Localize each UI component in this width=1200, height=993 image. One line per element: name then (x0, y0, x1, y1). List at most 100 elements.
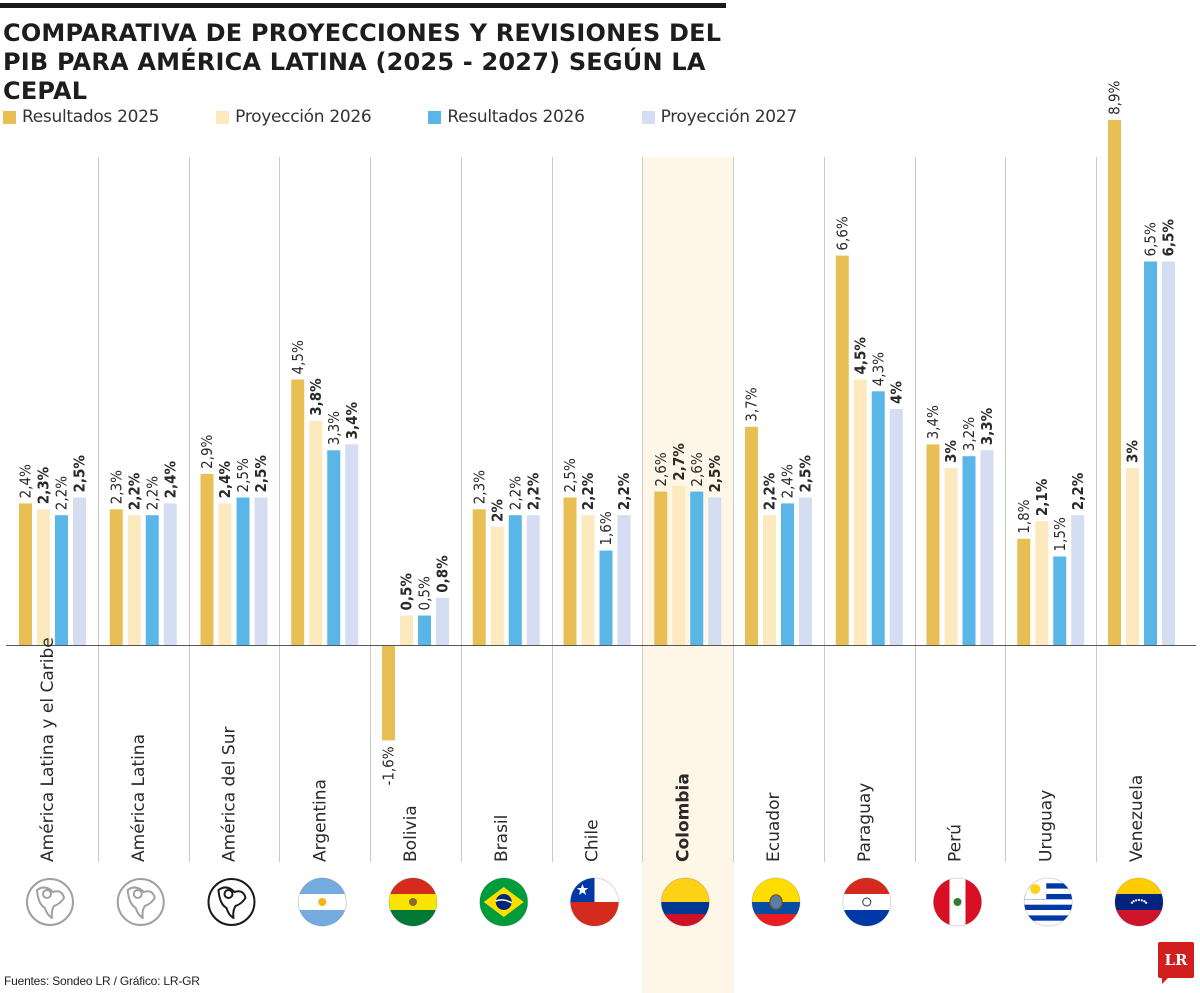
value-label: 3% (1124, 440, 1142, 463)
category-label: Colombia (673, 773, 693, 862)
value-label: 3,4% (343, 401, 361, 439)
bar-ecuador-4 (799, 497, 812, 645)
value-label: 6,5% (1142, 222, 1160, 256)
value-label: 4,5% (289, 340, 307, 374)
bar-bolivia-3 (418, 615, 431, 645)
legend-label: Resultados 2026 (447, 107, 585, 127)
legend-swatch (3, 110, 16, 124)
value-label: 2,3% (35, 466, 53, 504)
category-label: América del Sur (220, 727, 240, 862)
value-label: 3,3% (325, 411, 343, 445)
value-label: 2,9% (198, 434, 216, 468)
source-note: Fuentes: Sondeo LR / Gráfico: LR-GR (4, 974, 200, 988)
bar-uruguay-3 (1053, 556, 1067, 645)
bar-argentina-2 (309, 420, 323, 645)
top-rule (0, 3, 726, 8)
value-label: 2,2% (579, 472, 597, 510)
legend-swatch (216, 110, 230, 124)
bar-brasil-4 (526, 515, 540, 645)
latam-map-icon (116, 878, 165, 926)
value-label: -1,6% (380, 746, 398, 785)
value-label: 3,7% (743, 387, 761, 421)
bar-chile-4 (617, 515, 631, 645)
value-label: 1,8% (1015, 499, 1033, 533)
legend-label: Proyección 2027 (660, 107, 798, 127)
value-label: 6,5% (1160, 219, 1178, 257)
bar-venezuela-1 (1108, 119, 1121, 645)
bar-argentina-1 (291, 379, 305, 645)
value-label: 2,2% (761, 472, 779, 510)
paraguay-flag-icon (842, 877, 892, 927)
bar-colombia-1 (654, 491, 668, 645)
value-label: 2,3% (470, 470, 488, 504)
bar-paraguay-1 (835, 255, 849, 645)
value-label: 8,9% (1106, 80, 1124, 114)
category-label: Bolivia (401, 805, 421, 862)
value-label: 3,2% (960, 417, 978, 451)
bar-bolivia-2 (400, 615, 413, 645)
south-america-map-icon (207, 878, 256, 926)
category-label: América Latina (129, 734, 149, 862)
bolivia-flag-icon (388, 877, 438, 927)
bar-america-latina-y-el-caribe-1 (19, 503, 32, 645)
value-label: 2,2% (143, 476, 161, 510)
value-label: 2,4% (779, 464, 797, 498)
legend-label: Proyección 2026 (235, 107, 372, 127)
value-label: 3,3% (978, 407, 996, 445)
lr-logo: LR (1158, 942, 1194, 984)
value-label: 2,6% (652, 452, 670, 486)
value-label: 2,3% (107, 470, 125, 504)
chile-flag-icon (570, 877, 619, 927)
argentina-flag-icon (297, 877, 347, 927)
category-label: Brasil (492, 815, 512, 862)
bar-brasil-1 (472, 509, 486, 645)
bar-venezuela-3 (1144, 261, 1157, 645)
value-label: 2% (488, 499, 506, 522)
bar-america-del-sur-4 (254, 497, 268, 645)
legend-item: Resultados 2026 (428, 105, 585, 129)
value-label: 3,4% (924, 405, 942, 439)
brazil-flag-icon (479, 877, 529, 927)
bar-bolivia-4 (436, 597, 449, 645)
bar-america-latina-3 (145, 515, 159, 645)
bar-uruguay-4 (1071, 515, 1085, 645)
bar-colombia-2 (672, 485, 686, 645)
bar-colombia-4 (708, 497, 722, 645)
value-label: 1,6% (597, 511, 615, 545)
bar-ecuador-3 (781, 503, 794, 645)
bar-peru-2 (944, 468, 958, 645)
bar-chile-1 (563, 497, 577, 645)
value-label: 2,5% (71, 455, 89, 493)
bar-ecuador-1 (745, 426, 758, 645)
bar-america-del-sur-3 (236, 497, 250, 645)
value-label: 2,5% (561, 458, 579, 492)
value-label: 0,5% (416, 576, 434, 610)
bar-peru-4 (980, 450, 994, 645)
bar-america-latina-y-el-caribe-3 (55, 515, 68, 645)
category-label: Paraguay (855, 783, 875, 862)
venezuela-flag-icon (1114, 877, 1164, 927)
value-label: 2,5% (706, 455, 724, 493)
legend-item: Resultados 2025 (3, 105, 159, 129)
value-label: 0,8% (434, 555, 452, 593)
category-label: Perú (946, 824, 966, 862)
category-label: Chile (583, 819, 603, 862)
value-label: 2,5% (234, 458, 252, 492)
bar-america-latina-y-el-caribe-4 (73, 497, 86, 645)
value-label: 2,5% (252, 455, 270, 493)
legend: Resultados 2025 Proyección 2026 Resultados… (3, 105, 854, 129)
bar-venezuela-2 (1126, 468, 1139, 645)
legend-label: Resultados 2025 (22, 107, 160, 127)
value-label: 2,5% (797, 455, 815, 493)
bar-america-latina-1 (109, 509, 123, 645)
bar-peru-3 (962, 456, 976, 645)
ecuador-flag-icon (751, 877, 801, 927)
bar-paraguay-3 (871, 391, 885, 645)
bar-argentina-4 (345, 444, 359, 645)
bar-paraguay-4 (889, 409, 903, 645)
bar-bolivia-1 (382, 646, 395, 741)
bar-brasil-2 (490, 527, 504, 645)
value-label: 3,8% (307, 378, 325, 416)
bar-argentina-3 (327, 450, 341, 645)
value-label: 6,6% (833, 216, 851, 250)
